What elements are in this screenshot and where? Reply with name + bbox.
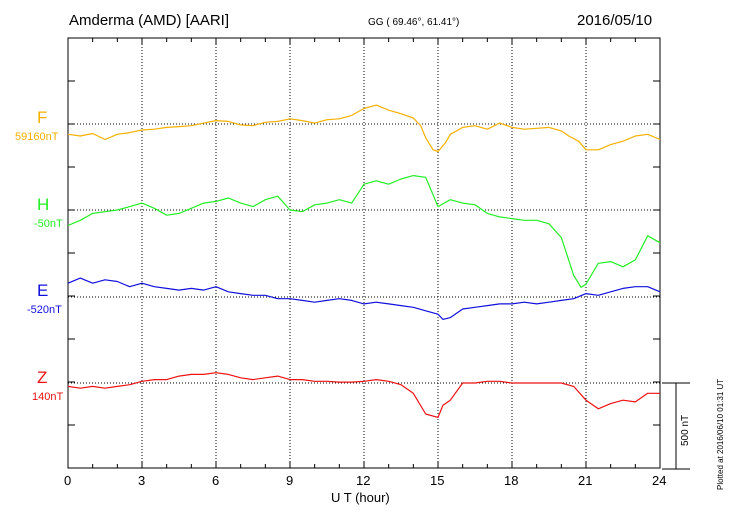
series-line-z: [67, 372, 660, 418]
plot-date: 2016/05/10: [577, 12, 653, 29]
series-label-z: Z: [37, 368, 48, 387]
ticks: [67, 37, 661, 469]
x-tick-label: 9: [286, 473, 294, 488]
grid: [68, 38, 660, 468]
x-axis-label: U T (hour): [331, 490, 390, 505]
x-tick-label: 21: [578, 473, 593, 488]
scale-bar-label: 500 nT: [680, 414, 691, 446]
series-label-e: E: [37, 281, 49, 300]
scale-bar: [662, 382, 690, 470]
series-line-h: [67, 175, 661, 288]
series-line-e: [67, 277, 661, 320]
x-tick-label: 24: [652, 473, 667, 488]
series-line-f: [67, 104, 661, 153]
x-tick-label: 0: [64, 473, 72, 488]
x-tick-label: 3: [138, 473, 146, 488]
series-baseline-h: -50nT: [34, 218, 63, 230]
series-label-f: F: [37, 108, 48, 127]
x-tick-label: 15: [430, 473, 445, 488]
x-tick-label: 6: [212, 473, 220, 488]
series-baseline-e: -520nT: [27, 304, 62, 316]
station-coordinates: GG ( 69.46°, 61.41°): [368, 17, 460, 28]
series-group: [67, 104, 661, 418]
series-label-h: H: [37, 195, 50, 214]
series-baseline-z: 140nT: [32, 391, 64, 403]
station-title: Amderma (AMD) [AARI]: [69, 12, 230, 29]
series-baseline-f: 59160nT: [15, 131, 59, 143]
x-tick-label: 18: [504, 473, 519, 488]
plotted-at-note: Plotted at 2016/06/10 01:31 UT: [716, 378, 725, 490]
plot-frame: [67, 37, 661, 469]
x-tick-label: 12: [356, 473, 371, 488]
